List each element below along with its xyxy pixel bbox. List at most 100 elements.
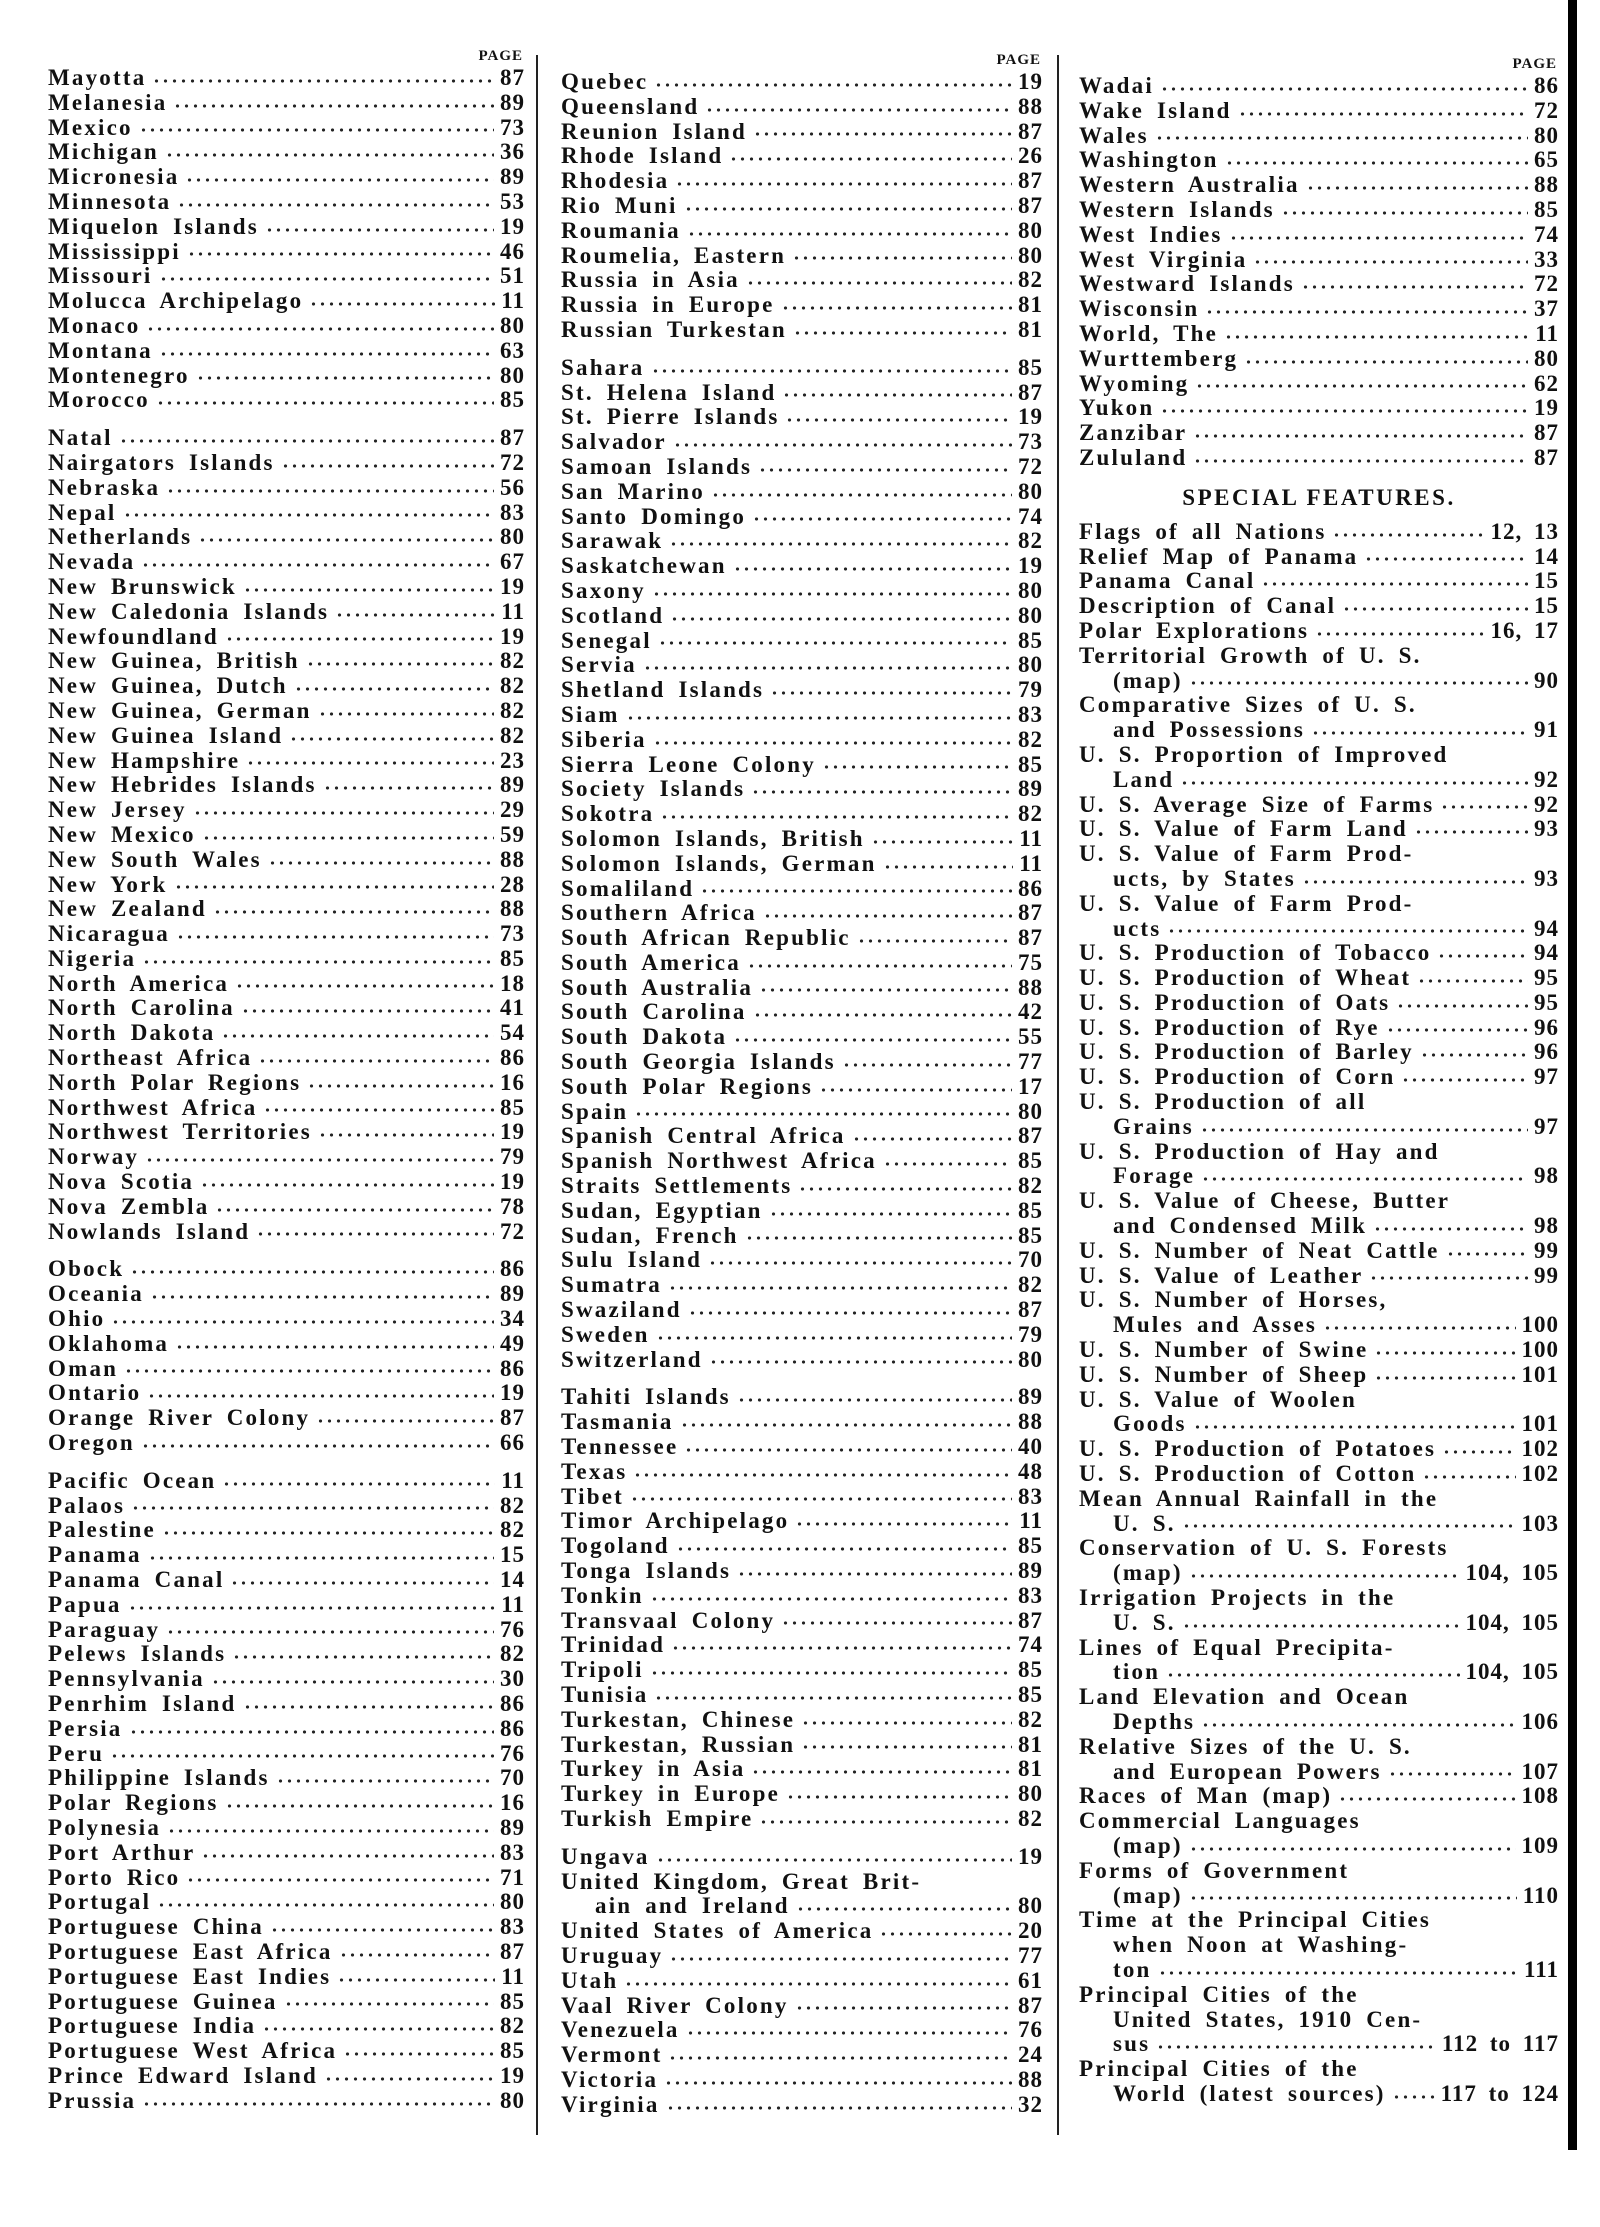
entry-last-line: (map) 109 [1079,1833,1559,1859]
index-entry: Turkey in Asia 81 [561,1757,1043,1782]
entry-line: U. S. Production of all [1079,1089,1367,1115]
entry-last-line: Forage 98 [1079,1164,1559,1189]
entry-last-line: ton 111 [1079,1957,1559,1983]
entry-name: Solomon Islands, German [561,851,877,876]
entry-name: Saxony [561,578,646,603]
page-number: 107 [1521,1758,1559,1784]
dot-leader [670,614,1012,623]
index-entry: Prussia 80 [48,2088,525,2114]
dot-leader [262,2025,494,2034]
page-number: 76 [500,1740,525,1766]
index-entry: ucts 94 [1113,916,1559,942]
dot-leader [263,1106,494,1115]
index-entry: Tibet 83 [561,1484,1043,1510]
entry-name: Palaos [48,1493,126,1518]
entry-name: Timor Archipelago [561,1509,790,1534]
entry-name: South America [561,950,741,975]
entry-name: Rhode Island [561,144,724,169]
entry-name: Nova Scotia [48,1170,195,1195]
group-gap [48,1456,525,1469]
dot-leader [801,1718,1012,1727]
entry-last-line: tion 104, 105 [1079,1660,1559,1685]
entry-last-line: U. S. 103 [1079,1511,1559,1537]
page-number: 82 [500,722,525,748]
entry-name: Tunisia [561,1683,649,1707]
index-entry: West Virginia 33 [1079,247,1559,273]
entry-name: Wadai [1079,74,1154,98]
index-entry: Sweden 79 [561,1321,1043,1348]
entry-line: Territorial Growth of U. S. [1079,642,1422,668]
entry-last-line: and Condensed Milk 98 [1079,1213,1559,1239]
index-entry: Servia 80 [561,653,1043,678]
entry-name: Tonkin [561,1583,644,1608]
index-entry: Reunion Island 87 [561,119,1043,145]
index-entry: Victoria 88 [561,2067,1043,2093]
index-entry: Netherlands 80 [48,525,525,550]
page-number: 37 [1534,296,1559,322]
index-entry: Russia in Europe 81 [561,292,1043,318]
entry-name: North Polar Regions [48,1070,302,1095]
index-entry: ain and Ireland 80 [595,1894,1043,1919]
dot-leader [1338,1795,1516,1804]
entry-name: Wisconsin [1079,297,1200,322]
dot-leader [256,1230,494,1239]
index-entry: U. S. Production of Barley 96 [1079,1040,1559,1065]
page-number: 89 [500,1814,525,1840]
dot-leader [669,1954,1012,1963]
index-entry: Tonkin 83 [561,1583,1043,1609]
dot-leader [798,1184,1012,1193]
dot-leader [140,1441,494,1450]
page-number: 108 [1521,1783,1559,1809]
entry-name: U. S. Production of Cotton [1079,1462,1417,1487]
entry-name: Polar Regions [48,1791,219,1816]
entry-name: Prussia [48,2088,137,2113]
dot-leader [1323,1324,1516,1333]
page-number: 18 [500,970,525,996]
page-number: 14 [500,1567,525,1593]
entry-name: Turkestan, Russian [561,1732,796,1757]
page-number: 87 [1018,379,1043,405]
page-number: 85 [1018,1682,1043,1707]
page-number: 82 [1018,1706,1043,1732]
page-number: 79 [1018,1321,1043,1347]
dot-leader [686,229,1012,238]
index-entry: Turkish Empire 82 [561,1806,1043,1832]
entry-name: Russia in Europe [561,293,775,318]
entry-name: Mexico [48,115,133,140]
index-entry: Spanish Central Africa 87 [561,1124,1043,1149]
dot-leader [708,1259,1012,1268]
entry-name: Transvaal Colony [561,1608,776,1633]
entry-name: South Georgia Islands [561,1050,836,1075]
index-entry: Northwest Africa 85 [48,1095,525,1121]
page-number: 98 [1534,1163,1559,1189]
page-number: 82 [1018,801,1043,827]
dot-leader [642,664,1012,673]
dot-leader [186,250,494,259]
page-number: 87 [1018,925,1043,951]
index-entry: Texas 48 [561,1459,1043,1485]
entry-name: Panama [48,1543,142,1568]
page-number: 80 [1018,652,1043,678]
page-number: 73 [500,921,525,947]
entry-last-line: ucts, by States 93 [1079,866,1559,892]
entry-name: ain and Ireland [595,1894,790,1919]
index-entry: Russian Turkestan 81 [561,317,1043,343]
page-number: 104, 105 [1465,1560,1559,1586]
dot-leader [316,1417,494,1426]
page-number: 80 [1534,122,1559,148]
page-number: 96 [1534,1014,1559,1040]
page-number: 82 [500,697,525,723]
index-entry: U. S. Production of Tobacco 94 [1079,940,1559,966]
entry-name: Montana [48,338,153,363]
entry-name: Palestine [48,1518,156,1543]
entry-name: Panama Canal [1079,569,1256,594]
dot-leader [307,1081,494,1090]
entry-last-line: and Possessions 91 [1079,717,1559,743]
page-number: 100 [1521,1337,1559,1363]
index-entry: Montenegro 80 [48,363,525,389]
page-number: 23 [500,747,525,773]
index-entry: Tripoli 85 [561,1657,1043,1683]
dot-leader [164,151,494,160]
page-number: 89 [500,89,525,115]
index-entry: Obock 86 [48,1257,525,1282]
